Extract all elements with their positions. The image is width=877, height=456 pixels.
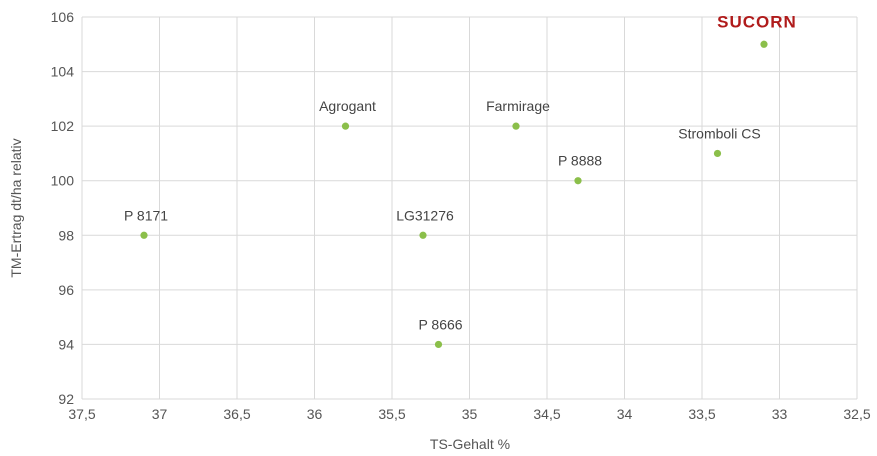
y-tick-label: 100 bbox=[51, 173, 75, 189]
point-label-stromboli-cs: Stromboli CS bbox=[678, 125, 760, 141]
point-p-8171 bbox=[140, 231, 148, 239]
point-stromboli-cs bbox=[713, 149, 722, 158]
data-points bbox=[140, 40, 768, 349]
y-tick-label: 96 bbox=[58, 282, 74, 298]
x-axis-title: TS-Gehalt % bbox=[430, 436, 510, 452]
x-tick-label: 36,5 bbox=[223, 406, 250, 422]
x-tick-label: 36 bbox=[307, 406, 323, 422]
point-agrogant bbox=[341, 122, 350, 130]
point-label-farmirage: Farmirage bbox=[486, 98, 550, 114]
x-tick-label: 37,5 bbox=[68, 406, 95, 422]
y-axis-title: TM-Ertrag dt/ha relativ bbox=[8, 138, 24, 277]
point-label-p-8171: P 8171 bbox=[124, 207, 168, 223]
point-sucorn bbox=[760, 40, 768, 48]
x-tick-label: 37 bbox=[152, 406, 168, 422]
point-label-p-8888: P 8888 bbox=[558, 153, 602, 169]
point-label-lg31276: LG31276 bbox=[396, 207, 454, 223]
x-tick-label: 32,5 bbox=[843, 406, 870, 422]
x-tick-label: 33 bbox=[772, 406, 788, 422]
point-p-8666 bbox=[434, 340, 443, 349]
y-tick-label: 102 bbox=[51, 118, 75, 134]
point-label-agrogant: Agrogant bbox=[319, 98, 376, 114]
point-label-sucorn: SUCORN bbox=[717, 12, 797, 31]
y-tick-label: 98 bbox=[58, 227, 74, 243]
x-tick-label: 34,5 bbox=[533, 406, 560, 422]
point-farmirage bbox=[512, 122, 520, 130]
point-lg31276 bbox=[419, 231, 427, 239]
grid bbox=[81, 16, 858, 400]
tick-labels: 37,5 37 36,5 36 35,5 35 34,5 34 33,5 33 32,5 92 94 96… bbox=[51, 9, 871, 422]
y-tick-label: 104 bbox=[51, 64, 75, 80]
y-tick-label: 106 bbox=[51, 9, 75, 25]
point-label-p-8666: P 8666 bbox=[418, 316, 462, 332]
x-tick-label: 34 bbox=[617, 406, 633, 422]
y-tick-label: 92 bbox=[58, 391, 74, 407]
x-tick-label: 35,5 bbox=[378, 406, 405, 422]
point-labels: P 8171 Agrogant LG31276 P 8666 Farmirage P 88… bbox=[124, 12, 797, 332]
y-tick-label: 94 bbox=[58, 336, 74, 352]
x-tick-label: 35 bbox=[462, 406, 478, 422]
point-p-8888 bbox=[574, 177, 582, 185]
x-tick-label: 33,5 bbox=[688, 406, 715, 422]
